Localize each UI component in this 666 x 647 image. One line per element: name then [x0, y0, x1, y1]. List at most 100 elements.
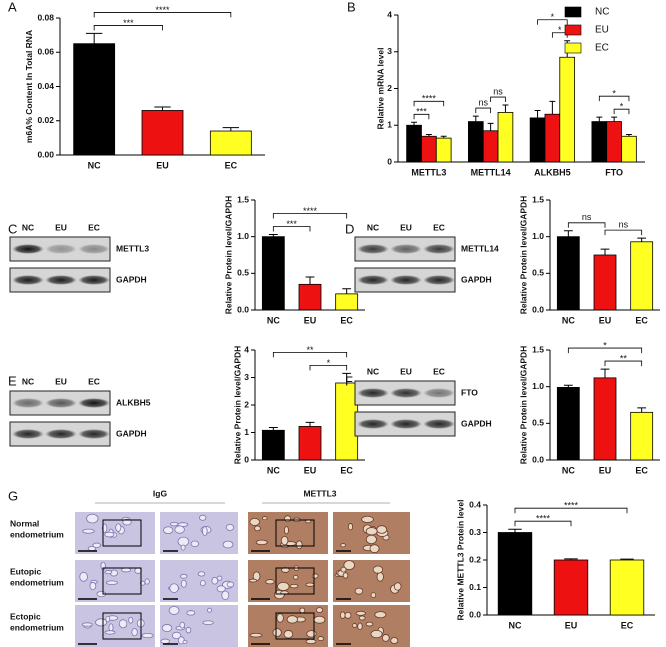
error-bar [222, 127, 240, 132]
error-bar [154, 106, 171, 111]
panel-letter: C [8, 221, 17, 236]
lane-label: NC [367, 222, 379, 232]
blot-band [78, 244, 110, 254]
gland [365, 527, 378, 536]
panel-letter: F [345, 373, 353, 388]
gland [347, 523, 354, 531]
significance-bracket [272, 351, 348, 358]
x-tick-label: ALKBH5 [534, 167, 571, 177]
significance-bracket [604, 360, 643, 367]
y-tick-label: 0.0 [532, 454, 544, 464]
error-bar [563, 230, 573, 237]
gland [202, 620, 214, 625]
gland [105, 615, 111, 623]
error-bar [549, 100, 556, 115]
row-label: endometrium [10, 577, 64, 587]
gland [180, 544, 186, 551]
gland [177, 536, 190, 547]
lane-label: NC [22, 222, 34, 232]
bar [529, 117, 546, 163]
x-tick-label: EU [565, 620, 578, 630]
significance-bracket [272, 213, 348, 219]
error-bar [600, 248, 610, 255]
bar [209, 130, 252, 156]
gland [277, 581, 290, 591]
x-tick-label: NC [267, 465, 280, 475]
lane-label: EU [55, 376, 67, 386]
gland [339, 611, 346, 619]
gland [284, 515, 292, 523]
blot-band [78, 398, 110, 408]
bar [298, 426, 322, 461]
gland [104, 531, 115, 538]
bar [553, 559, 589, 616]
significance-bracket [413, 113, 430, 120]
significance-label: ** [306, 345, 314, 355]
blot-band [357, 388, 389, 398]
y-axis-label: m6A% Content In Total RNA [24, 30, 34, 143]
significance-label: ns [493, 86, 503, 96]
blot-band [423, 388, 455, 398]
bar [556, 236, 580, 311]
gland [216, 575, 223, 581]
gland [344, 611, 352, 619]
significance-bracket [567, 222, 606, 228]
legend-label: NC [595, 7, 609, 18]
gland [163, 526, 174, 535]
lane-label: EU [400, 366, 412, 376]
gland [197, 571, 206, 577]
gland [358, 615, 366, 621]
gland [361, 515, 374, 523]
y-tick-label: 1.5 [532, 344, 544, 354]
bar [621, 135, 637, 163]
error-bar [472, 115, 479, 122]
y-tick-label: 0.02 [37, 115, 54, 125]
y-tick-label: 0.06 [37, 47, 54, 57]
inset-box [275, 567, 315, 595]
gland [170, 521, 179, 527]
blot-band [423, 419, 455, 429]
significance-label: *** [123, 18, 134, 28]
y-tick-label: 0.4 [469, 499, 481, 509]
gland [305, 582, 315, 587]
gland [365, 621, 374, 627]
gland [249, 517, 260, 526]
bar [467, 121, 484, 163]
gland [262, 516, 268, 521]
protein-label: METTL3 [116, 243, 149, 253]
gland [393, 582, 402, 591]
gland [131, 628, 138, 637]
gland [299, 607, 306, 614]
gland [357, 622, 363, 631]
significance-label: * [558, 25, 562, 35]
blot-band [390, 388, 422, 398]
significance-label: * [327, 358, 331, 368]
gland [121, 567, 132, 573]
blot-band [423, 275, 455, 285]
bar [406, 124, 422, 163]
y-tick-label: 0.2 [469, 554, 481, 564]
error-bar [600, 368, 610, 378]
x-tick-label: EC [635, 315, 648, 325]
gland [134, 567, 142, 574]
inset-box [102, 612, 142, 640]
bar [591, 121, 608, 163]
gland [276, 613, 284, 623]
panel-letter: A [8, 0, 17, 14]
gland [199, 580, 206, 587]
legend-label: EU [595, 25, 609, 36]
error-bar [534, 110, 541, 118]
gland [105, 580, 118, 585]
y-tick-label: 1.0 [532, 231, 544, 241]
gland [351, 623, 358, 628]
gland [180, 579, 187, 588]
bar [559, 56, 576, 163]
legend-swatch [564, 6, 582, 18]
gland [225, 524, 235, 531]
gland [81, 622, 93, 627]
inset-box [102, 567, 142, 595]
gland [95, 618, 108, 627]
y-tick-label: 2 [387, 83, 392, 93]
gland [248, 578, 258, 583]
y-tick-label: 4 [387, 9, 392, 19]
